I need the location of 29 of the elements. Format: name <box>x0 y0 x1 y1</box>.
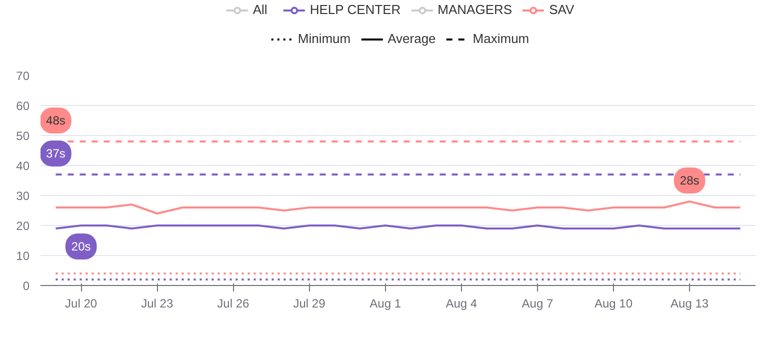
y-tick-label: 50 <box>16 129 30 143</box>
text: Minimum <box>298 31 351 46</box>
text: Maximum <box>472 31 530 46</box>
annotation: 28s <box>680 174 700 188</box>
x-tick-label: Jul 20 <box>65 296 98 310</box>
annotation: 48s <box>46 114 66 128</box>
y-tick-label: 20 <box>16 219 30 233</box>
x-tick-label: Aug 10 <box>594 296 633 310</box>
x-tick-label: Aug 1 <box>370 296 402 310</box>
legend-label: MANAGERS <box>438 2 512 17</box>
annotation: 20s <box>71 240 91 254</box>
legend-label: All <box>252 2 268 17</box>
line-series <box>54 200 742 214</box>
y-tick-label: 40 <box>16 159 30 173</box>
x-tick-label: Jul 29 <box>293 296 326 310</box>
x-tick-label: Jul 26 <box>217 296 250 310</box>
x-tick-label: Jul 23 <box>141 296 174 310</box>
legend-label: HELP CENTER <box>310 2 401 17</box>
x-tick-label: Aug 13 <box>670 296 709 310</box>
x-tick-label: Aug 4 <box>446 296 478 310</box>
y-tick-label: 70 <box>16 69 30 83</box>
annotation: 37s <box>46 146 66 160</box>
legend-label: SAV <box>549 2 574 17</box>
x-tick-label: Aug 7 <box>522 296 554 310</box>
y-tick-label: 60 <box>16 99 30 113</box>
y-tick-label: 0 <box>22 279 30 293</box>
y-tick-label: 30 <box>16 189 30 203</box>
y-tick-label: 10 <box>16 249 30 263</box>
text: Average <box>388 31 436 46</box>
